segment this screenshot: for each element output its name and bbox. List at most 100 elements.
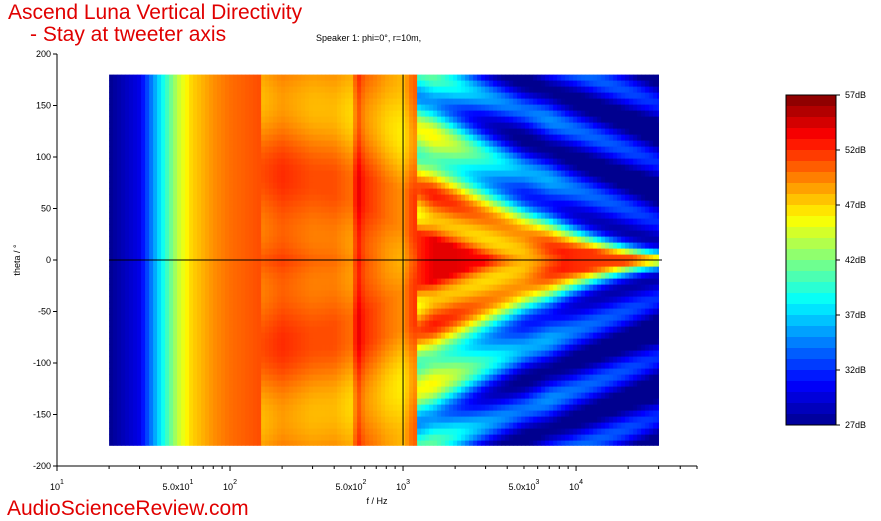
heatmap-cell (289, 296, 294, 303)
heatmap-cell (317, 440, 322, 446)
heatmap-cell (205, 194, 210, 201)
heatmap-cell (233, 344, 238, 351)
heatmap-cell (353, 362, 358, 369)
heatmap-cell (233, 434, 238, 441)
heatmap-cell (269, 218, 274, 225)
heatmap-cell (233, 212, 238, 219)
heatmap-cell (313, 308, 318, 315)
heatmap-cell (405, 392, 410, 399)
heatmap-cell (301, 428, 306, 435)
heatmap-cell (141, 422, 146, 429)
heatmap-cell (293, 110, 298, 117)
heatmap-cell (217, 200, 222, 207)
heatmap-cell (181, 428, 186, 435)
heatmap-cell (233, 188, 238, 195)
heatmap-cell (233, 248, 238, 255)
heatmap-cell (241, 74, 246, 81)
heatmap-cell (269, 188, 274, 195)
heatmap-cell (237, 320, 242, 327)
heatmap-cell (389, 242, 394, 249)
heatmap-cell (253, 314, 258, 321)
heatmap-cell (125, 170, 130, 177)
heatmap-cell (265, 356, 270, 363)
heatmap-cell (317, 278, 322, 285)
heatmap-cell (249, 80, 254, 87)
heatmap-cell (417, 98, 422, 105)
heatmap-cell (381, 302, 386, 309)
heatmap-cell (345, 74, 350, 81)
heatmap-cell (205, 284, 210, 291)
heatmap-cell (345, 146, 350, 153)
heatmap-cell (429, 164, 434, 171)
heatmap-cell (173, 338, 178, 345)
heatmap-cell (181, 218, 186, 225)
heatmap-cell (369, 86, 374, 93)
heatmap-cell (189, 296, 194, 303)
heatmap-cell (125, 128, 130, 135)
heatmap-cell (393, 308, 398, 315)
heatmap-cell (249, 398, 254, 405)
heatmap-cell (329, 362, 334, 369)
heatmap-cell (133, 326, 138, 333)
heatmap-cell (173, 254, 178, 261)
heatmap-cell (277, 116, 282, 123)
heatmap-cell (253, 98, 258, 105)
heatmap-cell (125, 290, 130, 297)
heatmap-cell (241, 80, 246, 87)
heatmap-cell (397, 104, 402, 111)
heatmap-cell (157, 128, 162, 135)
heatmap-cell (245, 278, 250, 285)
heatmap-cell (225, 110, 230, 117)
heatmap-cell (189, 200, 194, 207)
heatmap-cell (313, 440, 318, 446)
heatmap-cell (117, 206, 122, 213)
heatmap-cell (353, 242, 358, 249)
heatmap-cell (289, 80, 294, 87)
heatmap-cell (169, 140, 174, 147)
heatmap-cell (249, 206, 254, 213)
heatmap-cell (213, 218, 218, 225)
heatmap-cell (229, 362, 234, 369)
heatmap-cell (333, 290, 338, 297)
heatmap-cell (301, 356, 306, 363)
heatmap-cell (121, 260, 126, 267)
heatmap-cell (261, 428, 266, 435)
heatmap-cell (245, 290, 250, 297)
heatmap-cell (269, 200, 274, 207)
heatmap-cell (153, 260, 158, 267)
heatmap-cell (241, 164, 246, 171)
heatmap-cell (249, 320, 254, 327)
heatmap-cell (357, 272, 362, 279)
heatmap-cell (353, 188, 358, 195)
heatmap-cell (417, 380, 422, 387)
heatmap-cell (417, 218, 422, 225)
heatmap-cell (141, 428, 146, 435)
heatmap-cell (113, 224, 118, 231)
heatmap-cell (121, 350, 126, 357)
heatmap-cell (181, 434, 186, 441)
heatmap-cell (277, 236, 282, 243)
heatmap-cell (197, 434, 202, 441)
heatmap-cell (185, 326, 190, 333)
heatmap-cell (317, 152, 322, 159)
heatmap-cell (253, 398, 258, 405)
heatmap-cell (397, 116, 402, 123)
heatmap-cell (137, 326, 142, 333)
heatmap-cell (157, 242, 162, 249)
heatmap-cell (185, 290, 190, 297)
heatmap-cell (269, 74, 274, 81)
heatmap-cell (305, 146, 310, 153)
heatmap-cell (325, 134, 330, 141)
heatmap-cell (213, 416, 218, 423)
heatmap-cell (313, 140, 318, 147)
heatmap-cell (193, 230, 198, 237)
heatmap-cell (425, 272, 430, 279)
heatmap-cell (197, 308, 202, 315)
heatmap-cell (225, 152, 230, 159)
heatmap-cell (117, 386, 122, 393)
heatmap-cell (353, 374, 358, 381)
heatmap-cell (329, 278, 334, 285)
heatmap-cell (225, 92, 230, 99)
heatmap-cell (329, 344, 334, 351)
heatmap-cell (397, 308, 402, 315)
